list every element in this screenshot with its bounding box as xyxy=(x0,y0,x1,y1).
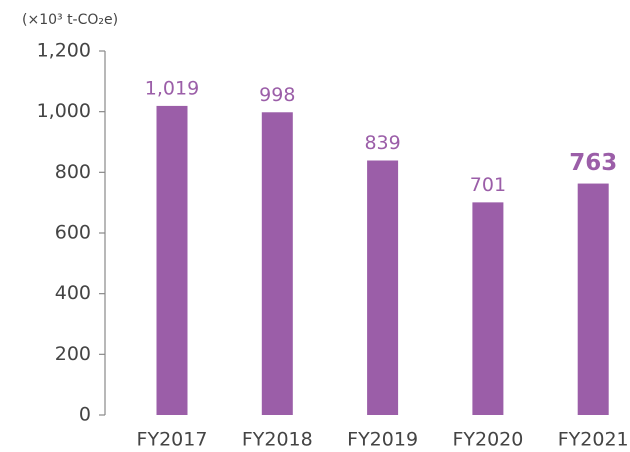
x-tick-label: FY2021 xyxy=(558,429,629,451)
value-label: 998 xyxy=(259,84,295,106)
bar xyxy=(156,105,188,416)
y-tick-label: 200 xyxy=(55,343,91,365)
bar xyxy=(577,183,609,415)
bar xyxy=(472,202,504,415)
value-label: 701 xyxy=(470,174,506,196)
x-tick-label: FY2018 xyxy=(242,429,313,451)
y-tick-label: 800 xyxy=(55,161,91,183)
value-label: 1,019 xyxy=(145,77,199,99)
bar xyxy=(367,160,399,415)
y-tick-label: 1,000 xyxy=(37,100,91,122)
bar xyxy=(261,112,293,416)
y-tick-label: 1,200 xyxy=(37,40,91,62)
x-tick-label: FY2020 xyxy=(452,429,523,451)
y-tick-label: 0 xyxy=(79,404,91,426)
value-label: 839 xyxy=(364,132,400,154)
y-tick-label: 400 xyxy=(55,282,91,304)
x-tick-label: FY2019 xyxy=(347,429,418,451)
y-axis-label: (×10³ t-CO₂e) xyxy=(22,12,118,28)
value-label: 763 xyxy=(569,150,617,176)
x-tick-label: FY2017 xyxy=(137,429,208,451)
y-tick-label: 600 xyxy=(55,222,91,244)
